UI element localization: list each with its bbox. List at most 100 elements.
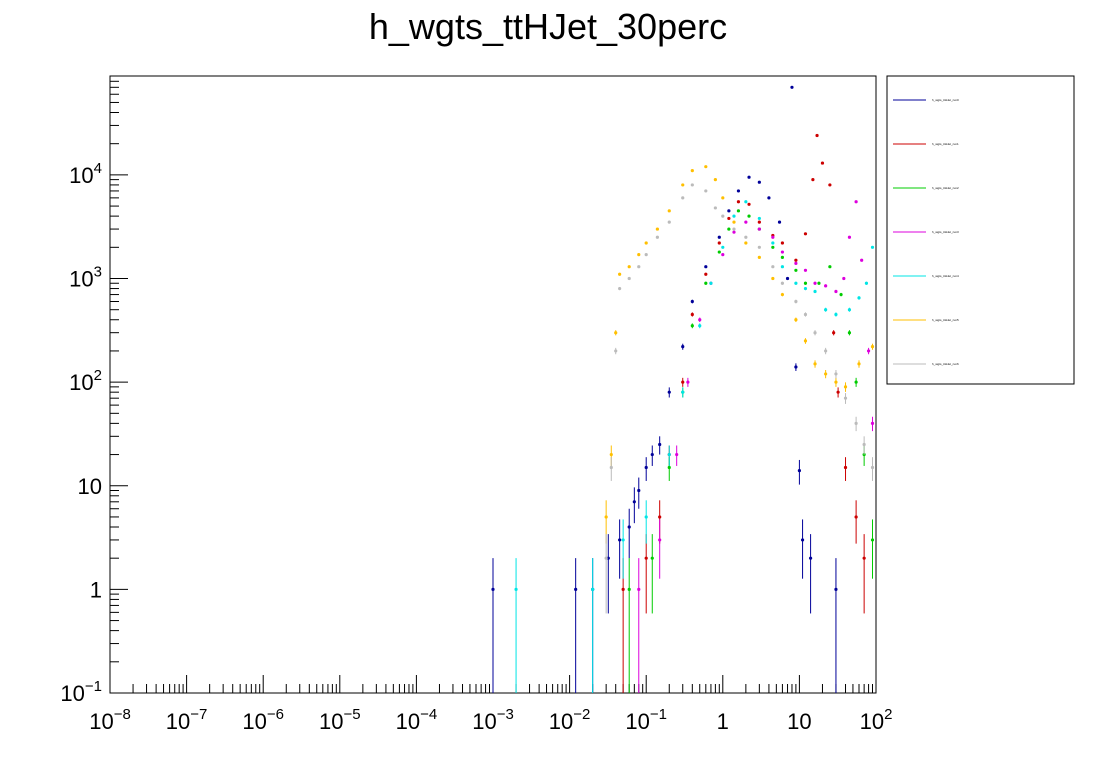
data-point — [704, 165, 708, 169]
legend: h_wgts_ttHJet_run0 h_wgts_ttHJet_run1 h_wg… — [886, 75, 1075, 385]
data-point — [834, 312, 838, 317]
data-point — [681, 345, 685, 349]
data-point — [717, 250, 721, 254]
legend-label: h_wgts_ttHJet_run4 — [932, 274, 959, 278]
data-point — [780, 250, 785, 254]
data-point — [732, 230, 736, 234]
data-point — [713, 206, 717, 210]
data-point — [632, 500, 636, 504]
data-point — [658, 442, 662, 447]
series-h_wgts_ttHJet_run2 — [627, 209, 875, 693]
x-tick-label: 102 — [860, 706, 893, 734]
data-point — [797, 469, 802, 473]
data-point — [681, 390, 685, 394]
y-tick-label: 10−1 — [60, 678, 102, 706]
data-point — [771, 241, 775, 245]
data-point — [621, 538, 625, 542]
data-point — [870, 345, 875, 349]
data-point — [627, 276, 631, 281]
data-point — [704, 272, 708, 276]
data-point — [757, 220, 761, 224]
data-point — [794, 299, 798, 304]
data-point — [803, 268, 808, 272]
data-point — [604, 515, 608, 519]
y-axis: 10−1 1 10 102 103 104 — [60, 75, 128, 706]
data-point — [667, 465, 671, 470]
data-marks — [491, 85, 875, 693]
series-h_wgts_ttHJet_run0 — [491, 85, 838, 693]
y-tick-label: 102 — [69, 367, 102, 395]
data-point — [771, 276, 775, 281]
x-tick-label: 10−8 — [89, 706, 131, 734]
series-h_wgts_ttHJet_run6 — [604, 183, 875, 614]
x-tick-label: 10−1 — [625, 706, 667, 734]
data-point — [757, 227, 761, 231]
data-point — [644, 515, 648, 519]
legend-label: h_wgts_ttHJet_run3 — [932, 230, 959, 234]
data-point — [681, 183, 685, 187]
data-point — [690, 324, 694, 328]
data-point — [514, 587, 518, 591]
data-point — [732, 227, 736, 231]
data-point — [824, 372, 828, 376]
data-point — [864, 281, 869, 285]
data-point — [744, 200, 748, 204]
data-point — [854, 515, 858, 519]
data-point — [644, 556, 648, 560]
y-tick-label: 1 — [90, 577, 102, 602]
data-point — [614, 331, 618, 335]
data-point — [777, 220, 782, 224]
data-point — [698, 324, 702, 328]
series-h_wgts_ttHJet_run3 — [637, 200, 875, 693]
data-point — [813, 362, 817, 366]
data-point — [667, 209, 671, 213]
data-point — [681, 196, 685, 200]
data-point — [834, 587, 838, 591]
data-point — [690, 183, 694, 187]
y-tick-label: 103 — [69, 264, 102, 292]
data-point — [813, 331, 817, 335]
data-point — [847, 308, 852, 312]
data-point — [644, 465, 648, 470]
data-point — [794, 261, 798, 265]
data-point — [736, 209, 741, 213]
data-point — [771, 235, 775, 239]
data-point — [828, 265, 832, 269]
x-tick-label: 10−2 — [549, 706, 591, 734]
data-point — [854, 200, 858, 204]
data-point — [704, 265, 708, 269]
data-point — [832, 331, 836, 335]
data-point — [800, 538, 805, 542]
data-point — [870, 465, 875, 470]
data-point — [709, 281, 713, 285]
x-tick-label: 10−5 — [319, 706, 361, 734]
data-point — [813, 281, 817, 285]
data-point — [667, 220, 671, 224]
data-point — [727, 227, 731, 231]
data-point — [717, 235, 721, 239]
series-h_wgts_ttHJet_run5 — [604, 165, 875, 544]
data-point — [618, 272, 622, 276]
data-point — [747, 214, 751, 218]
y-tick-label: 10 — [78, 474, 102, 499]
data-point — [794, 318, 798, 322]
data-point — [618, 538, 622, 542]
data-point — [808, 556, 813, 560]
data-point — [637, 488, 641, 493]
data-point — [727, 216, 731, 221]
x-axis: 10−8 10−7 10−6 10−5 10−4 10−3 10−2 10−1 1 10 102 — [89, 675, 892, 734]
data-point — [824, 308, 828, 312]
data-point — [757, 255, 761, 259]
data-point — [843, 396, 848, 400]
data-point — [609, 465, 613, 470]
data-point — [811, 178, 815, 182]
data-point — [785, 276, 790, 281]
data-point — [717, 241, 721, 245]
data-point — [618, 286, 622, 291]
data-point — [721, 253, 725, 257]
legend-label: h_wgts_ttHJet_run2 — [932, 186, 959, 190]
data-point — [667, 452, 671, 457]
data-point — [803, 281, 808, 285]
data-point — [839, 292, 843, 297]
